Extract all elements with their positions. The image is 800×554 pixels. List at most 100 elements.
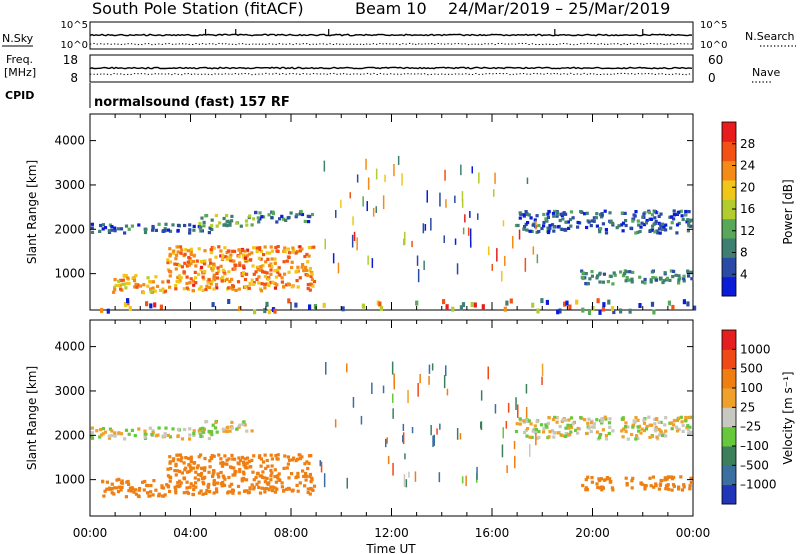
data-cell — [230, 453, 234, 457]
data-cell — [263, 453, 267, 457]
data-cell — [625, 270, 629, 274]
data-cell — [207, 482, 211, 486]
data-cell — [661, 227, 665, 232]
data-cell — [286, 486, 291, 490]
data-cell — [121, 282, 125, 286]
data-cell — [584, 282, 588, 286]
data-cell — [307, 454, 312, 458]
data-cell — [177, 280, 181, 284]
data-cell — [228, 256, 232, 260]
colorbar-tick-label: 500 — [740, 362, 763, 376]
data-cell — [537, 435, 541, 440]
data-cell — [346, 363, 348, 373]
data-cell — [273, 286, 278, 290]
data-cell — [143, 479, 147, 484]
data-cell — [663, 478, 667, 482]
data-cell — [528, 435, 532, 439]
time-tick-label: 04:00 — [173, 526, 208, 540]
data-cell — [229, 286, 233, 290]
data-cell — [680, 488, 685, 492]
data-cell — [620, 429, 624, 433]
velocity-scatter — [90, 361, 693, 499]
data-cell — [445, 199, 447, 208]
data-cell — [645, 424, 649, 429]
data-cell — [196, 464, 200, 468]
data-cell — [677, 487, 681, 491]
data-cell — [535, 436, 539, 440]
nave-tick-high: 60 — [708, 53, 723, 67]
data-cell — [631, 219, 635, 223]
data-cell — [689, 218, 693, 222]
data-cell — [222, 429, 226, 433]
data-cell — [207, 264, 211, 268]
data-cell — [610, 486, 614, 490]
data-cell — [340, 199, 342, 208]
data-cell — [659, 212, 663, 216]
data-cell — [221, 474, 225, 478]
data-cell — [681, 217, 685, 222]
data-cell — [232, 259, 236, 263]
data-cell — [682, 274, 686, 278]
data-cell — [278, 478, 282, 482]
data-cell — [151, 493, 155, 497]
data-cell — [669, 226, 673, 230]
colorbar-tick-label: 100 — [740, 381, 763, 395]
data-cell — [230, 420, 234, 424]
data-cell — [266, 464, 270, 468]
data-cell — [480, 390, 483, 401]
data-cell — [642, 223, 646, 227]
power-scatter — [90, 155, 697, 315]
data-cell — [199, 489, 203, 493]
data-cell — [212, 277, 216, 281]
data-cell — [214, 426, 218, 430]
data-cell — [308, 304, 312, 310]
data-cell — [548, 226, 552, 230]
data-cell — [204, 491, 208, 495]
data-cell — [689, 480, 693, 484]
colorbar-swatch — [722, 465, 736, 486]
data-cell — [626, 425, 630, 429]
data-cell — [242, 472, 246, 476]
data-cell — [611, 282, 615, 286]
data-cell — [672, 475, 676, 479]
data-cell — [199, 453, 203, 457]
data-cell — [308, 472, 312, 477]
data-cell — [589, 421, 594, 425]
data-cell — [238, 423, 242, 427]
data-cell — [103, 430, 108, 434]
data-cell — [142, 488, 146, 492]
data-cell — [110, 491, 114, 495]
data-cell — [169, 270, 173, 274]
data-cell — [290, 250, 294, 254]
data-cell — [255, 246, 259, 250]
data-cell — [551, 417, 556, 422]
data-cell — [169, 476, 173, 480]
data-cell — [546, 421, 550, 425]
data-cell — [567, 418, 571, 422]
colorbar-swatch — [722, 330, 736, 350]
data-cell — [124, 302, 128, 307]
data-cell — [308, 288, 312, 292]
data-cell — [194, 281, 198, 285]
data-cell — [163, 229, 167, 233]
data-cell — [90, 431, 94, 435]
data-cell — [149, 280, 153, 284]
data-cell — [422, 223, 425, 234]
data-cell — [214, 487, 219, 491]
data-cell — [598, 271, 602, 275]
data-cell — [531, 223, 535, 227]
data-cell — [253, 309, 257, 315]
data-cell — [214, 255, 218, 259]
data-cell — [594, 216, 598, 220]
data-cell — [199, 229, 203, 233]
data-cell — [188, 281, 192, 285]
data-cell — [644, 221, 648, 225]
data-cell — [621, 274, 626, 278]
data-cell — [611, 429, 615, 433]
data-cell — [523, 431, 527, 435]
nsearch-tick-low: 10^0 — [700, 40, 727, 51]
data-cell — [223, 454, 227, 458]
data-cell — [219, 277, 223, 281]
colorbar-tick-label: –500 — [740, 458, 769, 472]
data-cell — [176, 434, 180, 439]
